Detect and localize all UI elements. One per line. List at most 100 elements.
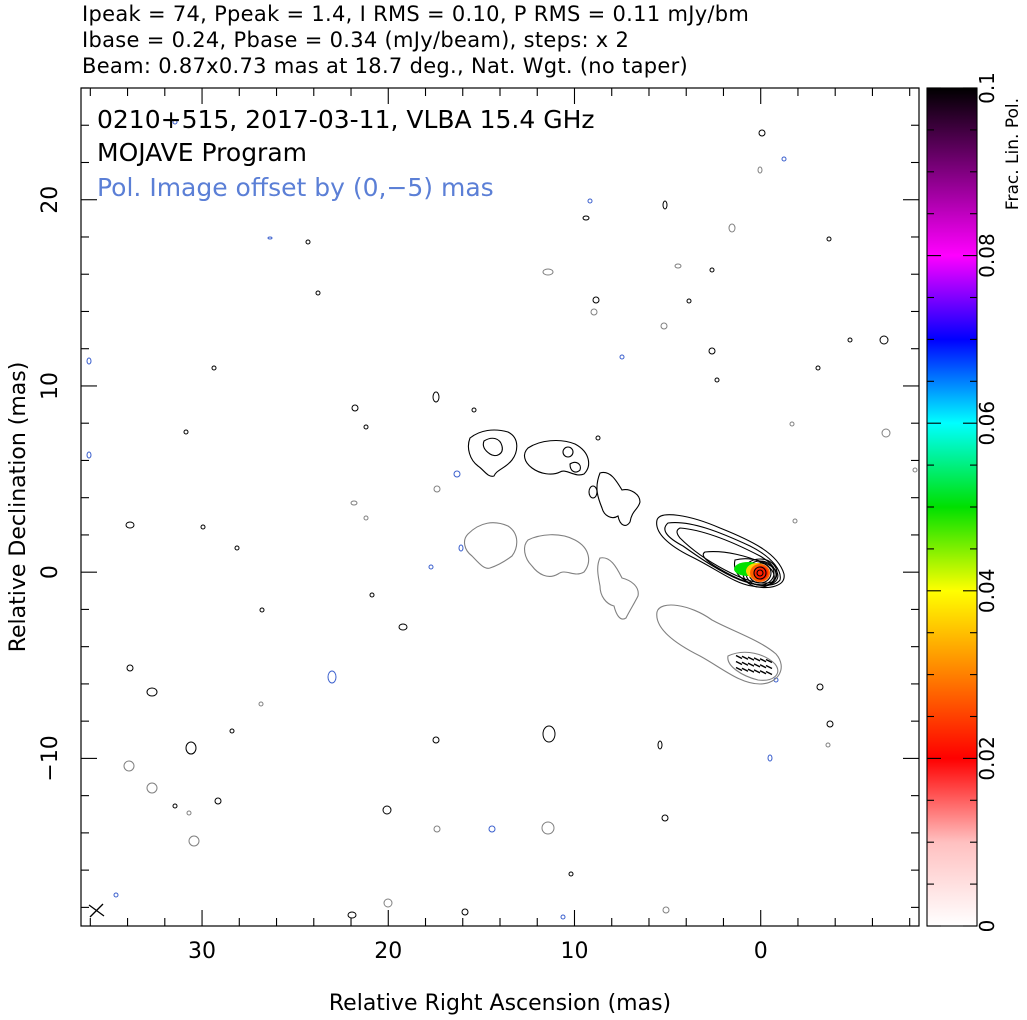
core-contour-inner (753, 566, 767, 580)
evpa-tick (747, 662, 755, 667)
y-tick-label: 10 (38, 372, 63, 400)
jet-knot-b (523, 439, 590, 476)
evpa-tick (741, 655, 749, 660)
evpa-tick (753, 669, 761, 674)
x-tick-label: 30 (188, 939, 216, 964)
noise-contour (363, 515, 369, 521)
noise-contour (488, 825, 496, 833)
noise-contour (595, 435, 601, 441)
noise-contour (123, 760, 135, 772)
noise-contour (234, 545, 240, 551)
axis-tick-labels: 30 20 10 0 −10 0 10 20 (38, 186, 768, 964)
noise-contour (363, 424, 369, 430)
noise-contour (826, 720, 834, 728)
noise-contour (188, 835, 200, 847)
noise-contour (432, 391, 440, 403)
noise-contour (258, 701, 264, 707)
header-line-3: Beam: 0.87x0.73 mas at 18.7 deg., Nat. W… (82, 54, 689, 78)
noise-contour (86, 357, 92, 365)
evpa-tick (753, 663, 761, 668)
noise-contour (686, 298, 692, 304)
noise-contour (186, 810, 192, 816)
x-axis-label: Relative Right Ascension (mas) (329, 991, 671, 1016)
noise-contour (214, 797, 222, 805)
program-title: MOJAVE Program (97, 138, 307, 167)
noise-contour (86, 451, 92, 459)
noise-contour (259, 607, 265, 613)
header-line-2: Ibase = 0.24, Pbase = 0.34 (mJy/beam), s… (82, 28, 630, 52)
noise-contour (661, 814, 669, 822)
noise-contour (816, 683, 824, 691)
jet-knot-a (596, 471, 641, 526)
noise-contour (541, 821, 555, 835)
noise-contour (383, 898, 393, 908)
noise-contour (428, 564, 434, 570)
noise-contour (619, 354, 625, 360)
noise-contour (125, 521, 135, 529)
colorbar-gradient (926, 87, 978, 927)
colorbar-label: Frac. Lin. Pol. (1003, 98, 1023, 210)
noise-contour (200, 524, 206, 530)
noise-contour (432, 736, 440, 744)
noise-contour (826, 236, 832, 242)
noise-contour (815, 365, 821, 371)
x-tick-label: 0 (754, 939, 768, 964)
jet-knot-d (482, 437, 503, 457)
source-title: 0210+515, 2017-03-11, VLBA 15.4 GHz (97, 105, 595, 134)
noise-contour (714, 377, 720, 383)
pol-jet-outer (656, 604, 782, 685)
noise-contour (568, 871, 574, 877)
noise-contour (146, 687, 158, 697)
noise-contour (590, 308, 598, 316)
noise-contour (847, 337, 853, 343)
pol-offset-note: Pol. Image offset by (0,−5) mas (97, 173, 494, 202)
noise-contour (674, 263, 682, 269)
noise-contour (267, 236, 273, 240)
noise-contour (351, 404, 359, 412)
noise-contour (767, 754, 773, 762)
noise-contour (592, 296, 600, 304)
noise-contour (146, 782, 158, 794)
noise-contour (542, 725, 556, 743)
noise-contour (327, 670, 337, 684)
colorbar-tick-label: 0.06 (975, 401, 999, 446)
noise-contour (453, 470, 461, 478)
noise-contour (789, 421, 795, 427)
header-line-1: Ipeak = 74, Ppeak = 1.4, I RMS = 0.10, P… (82, 2, 750, 26)
noise-contour (758, 129, 766, 137)
noise-contour (461, 908, 469, 916)
frac-pol-overlay (734, 562, 770, 582)
jet-knot-e (562, 446, 574, 458)
colorbar-tick-labels: 0 0.02 0.04 0.06 0.08 0.1 (975, 72, 999, 932)
evpa-tick (735, 654, 743, 660)
noise-contour (582, 215, 590, 221)
noise-contour (315, 290, 321, 296)
noise-contour (183, 429, 189, 435)
noise-contours (86, 119, 918, 920)
evpa-vectors (735, 654, 773, 676)
evpa-tick (759, 658, 767, 663)
colorbar-tick-label: 0.1 (975, 72, 999, 104)
colorbar-tick-label: 0 (975, 920, 999, 933)
noise-contour (185, 741, 197, 755)
noise-contour (728, 223, 736, 233)
noise-contour (126, 664, 134, 672)
jet-knot-f (588, 485, 598, 499)
y-tick-label: 0 (38, 565, 63, 579)
noise-contour (458, 544, 464, 552)
core-contour-innermost (756, 569, 764, 577)
noise-contour (350, 500, 358, 506)
evpa-tick (765, 658, 773, 664)
evpa-tick (765, 670, 773, 676)
noise-contour (347, 911, 357, 919)
noise-contour (912, 467, 918, 473)
noise-contour (825, 742, 831, 748)
noise-contour (113, 892, 119, 898)
colorbar-ticks (927, 87, 977, 927)
jet-outer-contour (656, 514, 785, 589)
noise-contour (211, 365, 217, 371)
x-tick-label: 10 (560, 939, 588, 964)
evpa-tick (741, 661, 749, 666)
evpa-tick (759, 670, 767, 675)
